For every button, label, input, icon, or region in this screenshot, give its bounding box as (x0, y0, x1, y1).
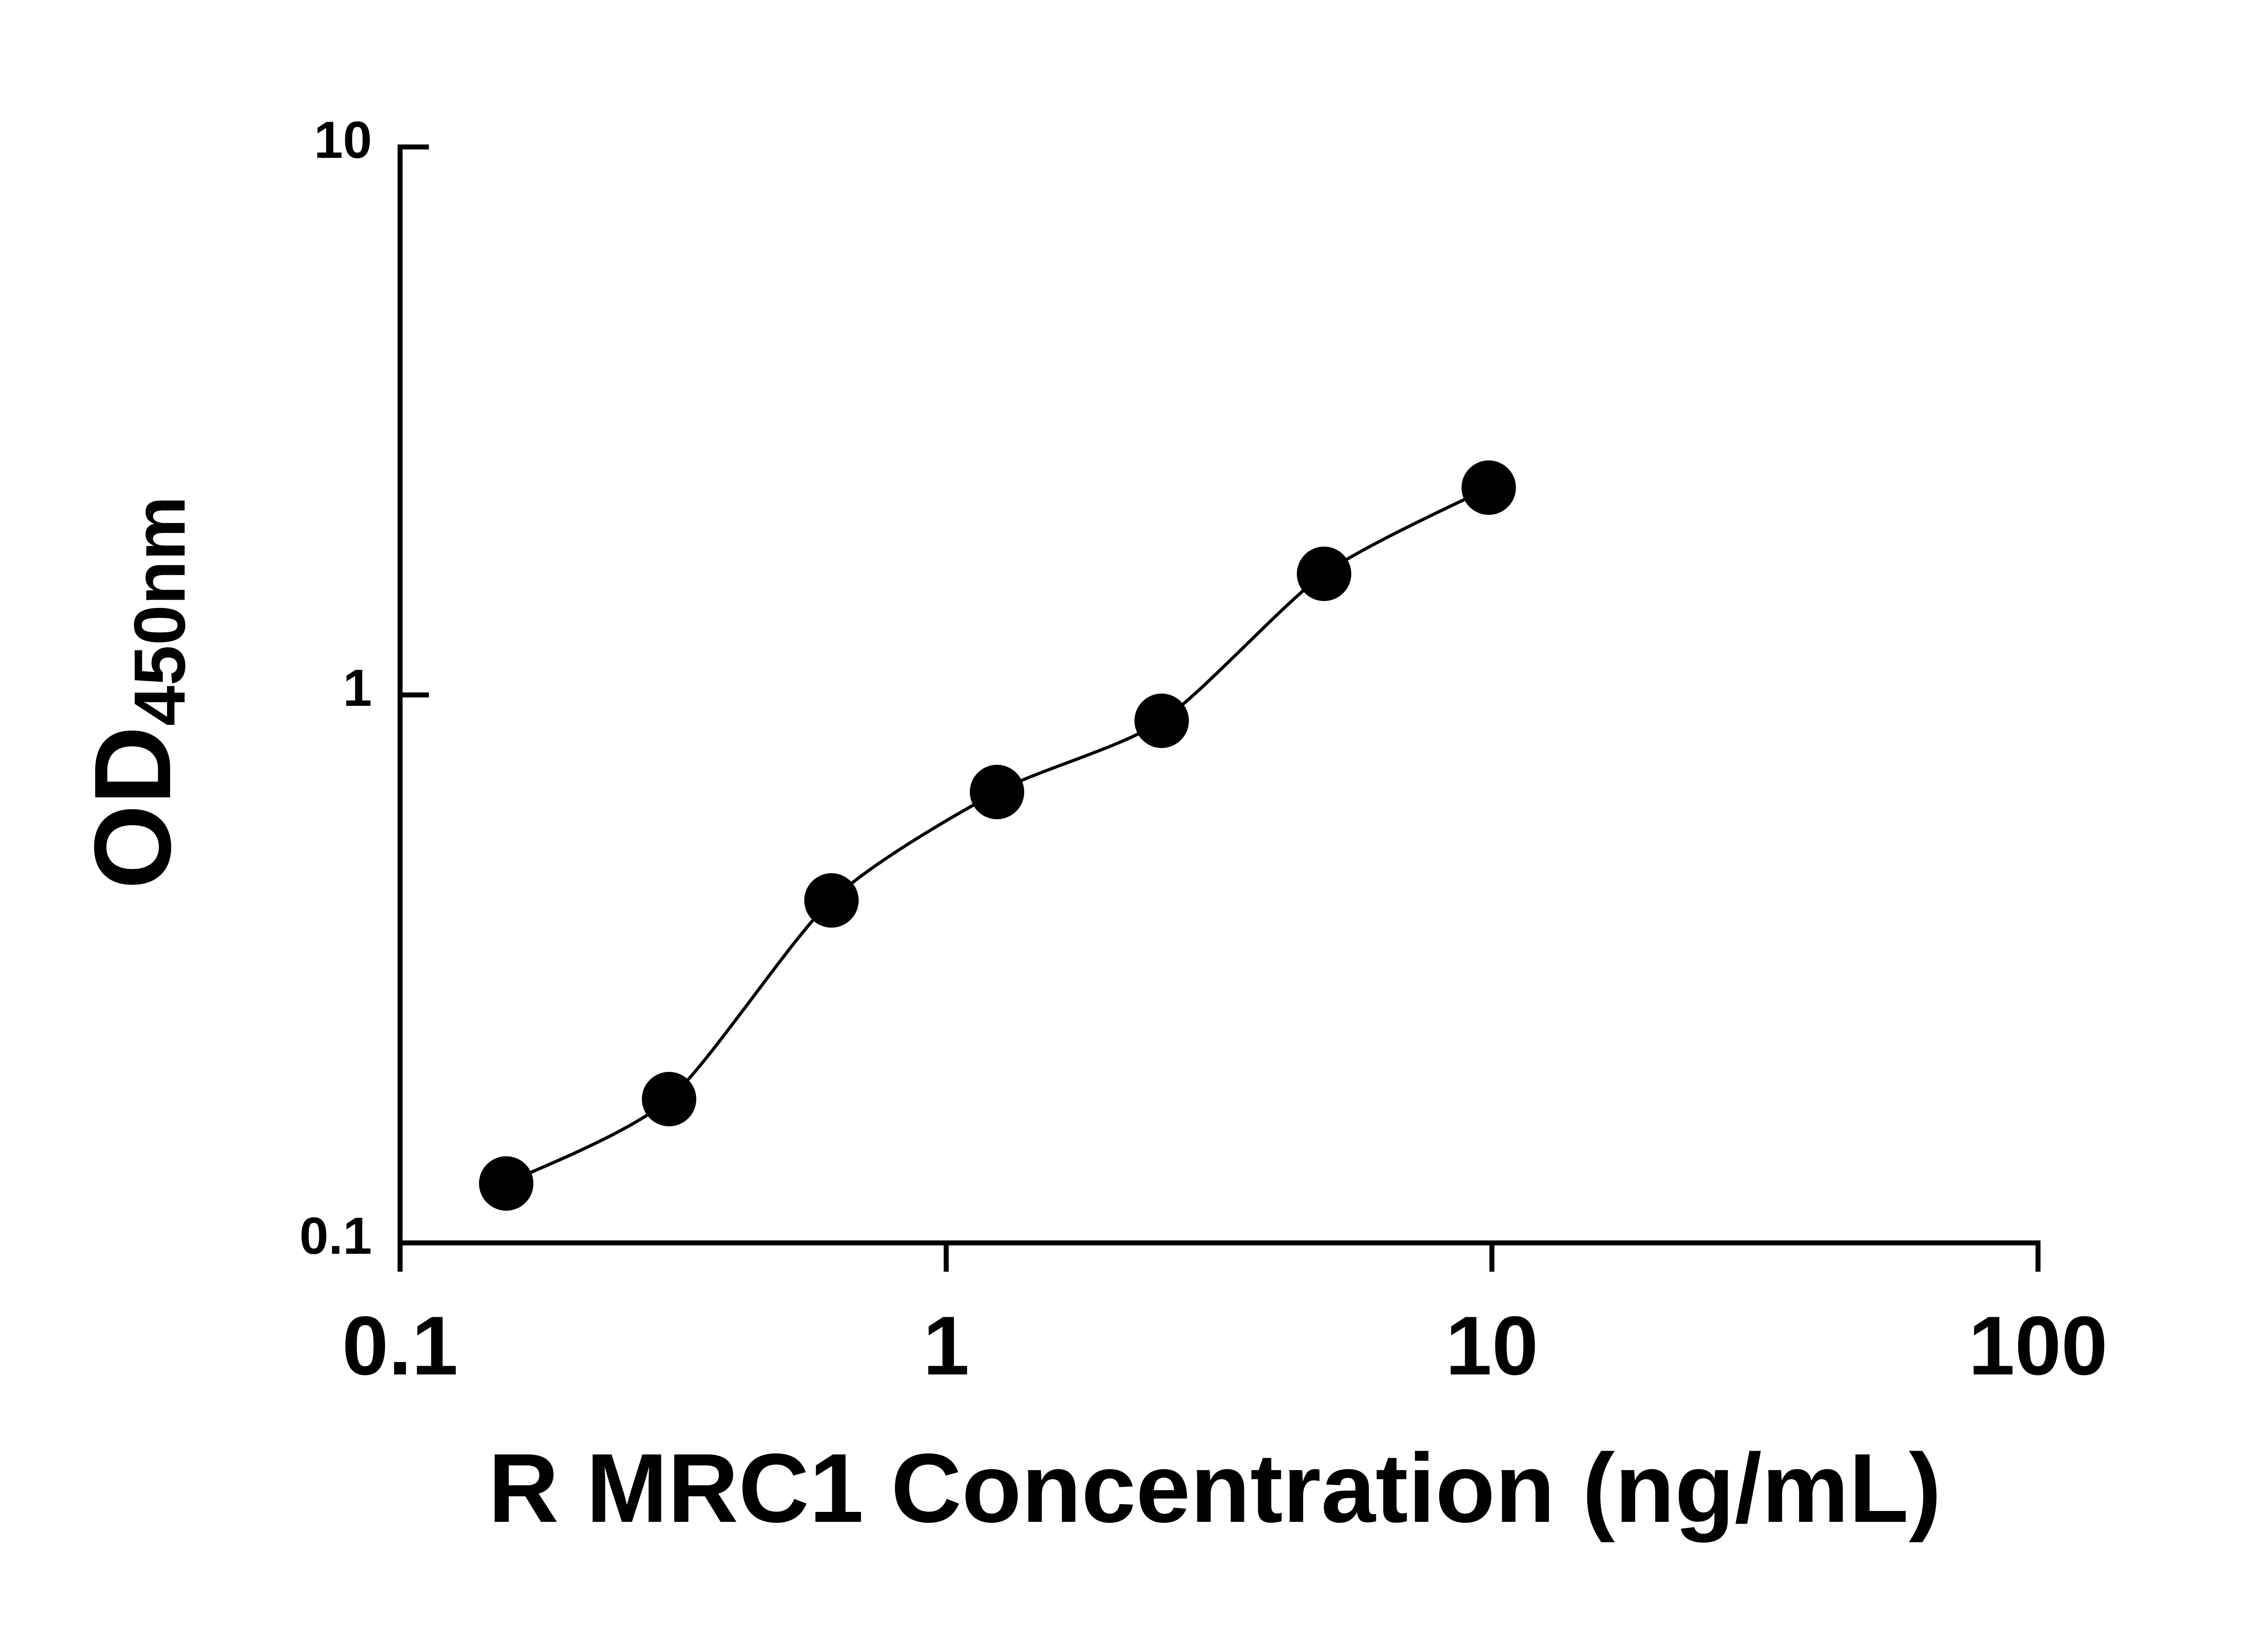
svg-text:1: 1 (343, 659, 372, 717)
svg-text:10: 10 (314, 111, 372, 169)
svg-text:1: 1 (923, 1299, 969, 1392)
svg-text:R MRC1 Concentration (ng/mL): R MRC1 Concentration (ng/mL) (488, 1433, 1941, 1543)
svg-text:100: 100 (1969, 1299, 2108, 1392)
svg-text:0.1: 0.1 (342, 1299, 458, 1392)
svg-text:10: 10 (1446, 1299, 1539, 1392)
svg-text:0.1: 0.1 (299, 1207, 372, 1265)
svg-text:OD450nm: OD450nm (72, 496, 200, 890)
